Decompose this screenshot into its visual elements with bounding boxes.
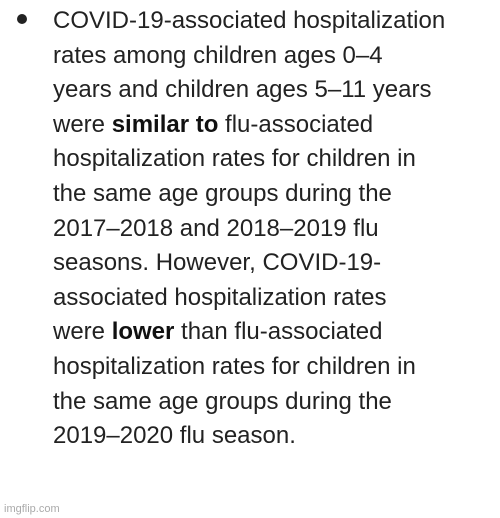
text-line: were similar to flu-associated — [53, 108, 445, 143]
text-line: the same age groups during the — [53, 177, 445, 212]
text-segment: hospitalization rates for children in — [53, 352, 416, 380]
text-segment: years and children ages 5–11 years — [53, 76, 432, 104]
text-segment: associated hospitalization rates — [53, 283, 387, 311]
text-line: 2017–2018 and 2018–2019 flu — [53, 212, 445, 247]
text-segment: rates among children ages 0–4 — [53, 41, 383, 69]
text-line: hospitalization rates for children in — [53, 350, 445, 385]
text-line: COVID-19-associated hospitalization — [53, 4, 445, 39]
emphasis: similar to — [111, 110, 219, 138]
text-segment: COVID-19-associated hospitalization — [53, 7, 446, 34]
text-line: seasons. However, COVID-19- — [53, 246, 445, 281]
watermark: imgflip.com — [4, 503, 60, 515]
text-line: 2019–2020 flu season. — [53, 419, 445, 454]
text-line: rates among children ages 0–4 — [53, 39, 445, 74]
text-line: years and children ages 5–11 years — [53, 73, 445, 108]
text-segment: flu-associated — [218, 110, 374, 138]
text-segment: seasons. However, COVID-19- — [53, 249, 382, 277]
text-line: associated hospitalization rates — [53, 281, 445, 316]
bullet-dot — [17, 14, 27, 24]
emphasis: lower — [111, 318, 175, 346]
text-segment: than flu-associated — [174, 318, 383, 346]
text-line: hospitalization rates for children in — [53, 142, 445, 177]
text-segment: hospitalization rates for children in — [53, 145, 416, 173]
text-segment: 2017–2018 and 2018–2019 flu — [53, 214, 379, 242]
text-line: were lower than flu-associated — [53, 315, 445, 350]
bullet-text: COVID-19-associated hospitalization rates… — [53, 4, 445, 454]
text-segment: 2019–2020 flu season. — [53, 422, 296, 450]
text-segment: the same age groups during the — [53, 387, 392, 415]
text-line: the same age groups during the — [53, 385, 445, 420]
text-segment: were — [53, 318, 112, 346]
text-segment: the same age groups during the — [53, 179, 392, 207]
text-segment: were — [53, 110, 112, 138]
